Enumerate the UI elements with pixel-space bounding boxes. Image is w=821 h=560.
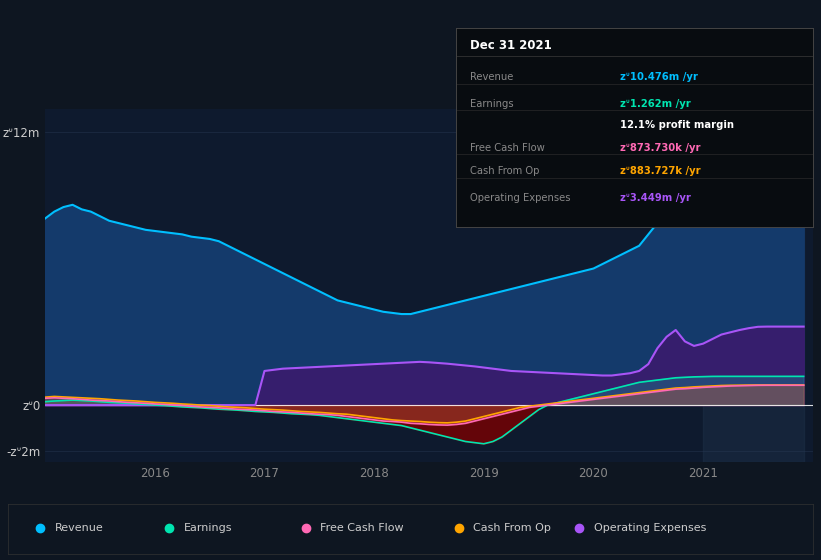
Text: zᐡ873.730k /yr: zᐡ873.730k /yr (620, 143, 700, 153)
Text: Earnings: Earnings (470, 99, 514, 109)
Text: zᐡ3.449m /yr: zᐡ3.449m /yr (620, 193, 690, 203)
Text: Cash From Op: Cash From Op (473, 523, 551, 533)
Text: Revenue: Revenue (470, 72, 513, 82)
Text: zᐡ10.476m /yr: zᐡ10.476m /yr (620, 72, 698, 82)
Text: Operating Expenses: Operating Expenses (594, 523, 706, 533)
Text: Free Cash Flow: Free Cash Flow (470, 143, 544, 153)
Text: Earnings: Earnings (184, 523, 232, 533)
Bar (703, 109, 804, 462)
Text: zᐡ1.262m /yr: zᐡ1.262m /yr (620, 99, 690, 109)
Text: 12.1% profit margin: 12.1% profit margin (620, 120, 734, 130)
Text: Revenue: Revenue (55, 523, 103, 533)
Text: Operating Expenses: Operating Expenses (470, 193, 571, 203)
Text: zᐡ883.727k /yr: zᐡ883.727k /yr (620, 166, 700, 176)
Text: Cash From Op: Cash From Op (470, 166, 539, 176)
Text: Dec 31 2021: Dec 31 2021 (470, 39, 552, 52)
Text: Free Cash Flow: Free Cash Flow (320, 523, 404, 533)
